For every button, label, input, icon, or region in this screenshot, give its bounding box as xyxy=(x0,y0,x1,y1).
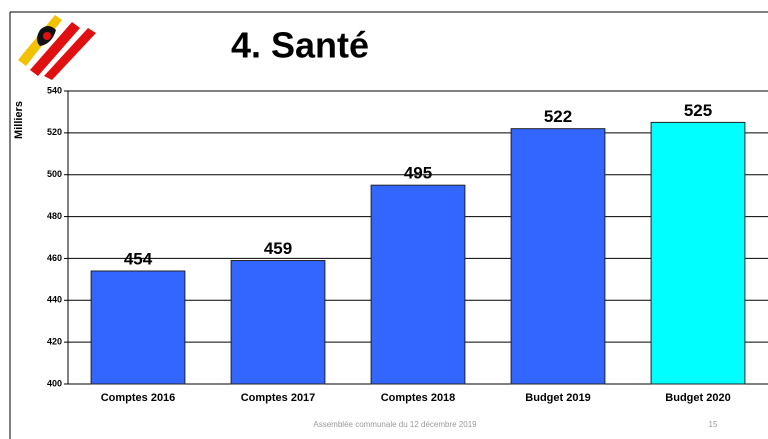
data-label: 525 xyxy=(684,101,712,120)
y-tick-label: 520 xyxy=(47,127,62,137)
x-tick-label: Comptes 2017 xyxy=(241,392,316,404)
y-tick-label: 400 xyxy=(47,378,62,388)
bar xyxy=(510,128,606,385)
logo xyxy=(18,15,96,80)
data-label: 459 xyxy=(264,239,292,258)
slide-title: 4. Santé xyxy=(231,25,369,66)
x-tick-label: Comptes 2018 xyxy=(381,392,456,404)
bar xyxy=(90,270,186,385)
y-tick-label: 420 xyxy=(47,337,62,347)
data-label: 522 xyxy=(544,107,572,126)
bar xyxy=(230,260,326,385)
y-tick-label: 440 xyxy=(47,295,62,305)
x-tick-label: Comptes 2016 xyxy=(101,392,176,404)
bar xyxy=(650,121,746,385)
y-tick-label: 480 xyxy=(47,211,62,221)
plot-area: 400 420 440 460 480 500 520 540 Comptes 2016 454 C… xyxy=(47,85,768,404)
page-number: 15 xyxy=(709,420,718,429)
data-label: 454 xyxy=(124,249,153,268)
x-tick-label: Budget 2020 xyxy=(665,392,730,404)
y-axis-label: Milliers xyxy=(13,101,25,139)
x-tick-label: Budget 2019 xyxy=(525,392,590,404)
data-label: 495 xyxy=(404,164,432,183)
y-tick-label: 540 xyxy=(47,85,62,95)
y-tick-label: 500 xyxy=(47,169,62,179)
footer-text: Assemblée communale du 12 décembre 2019 xyxy=(313,420,477,429)
bar xyxy=(370,184,466,385)
y-tick-label: 460 xyxy=(47,253,62,263)
